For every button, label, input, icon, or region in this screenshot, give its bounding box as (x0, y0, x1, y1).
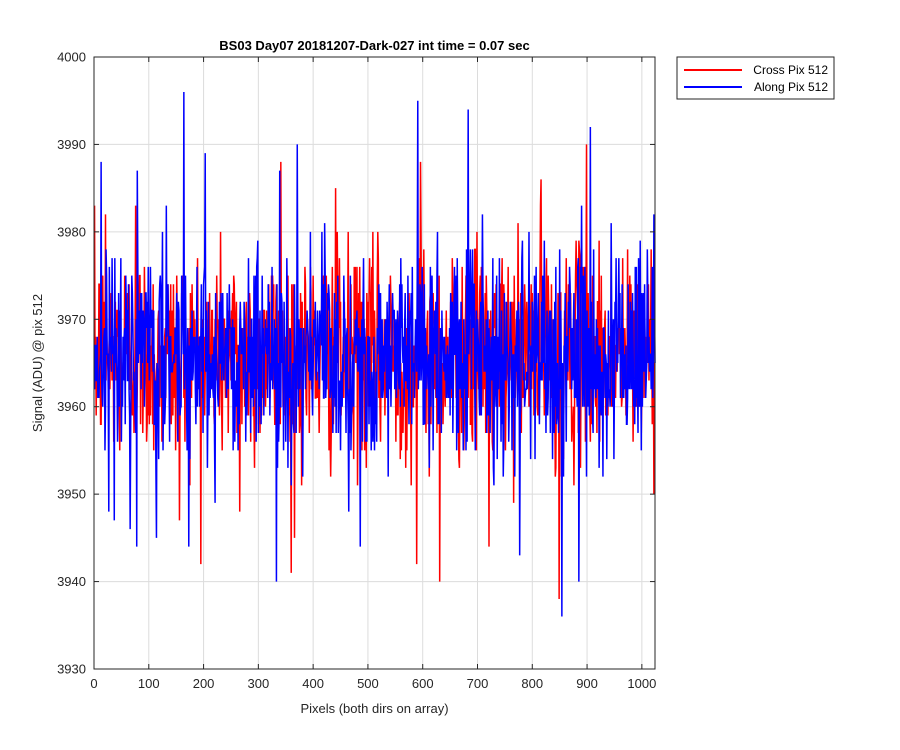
x-tick-label: 600 (412, 676, 434, 691)
x-tick-label: 1000 (627, 676, 656, 691)
legend-label-cross: Cross Pix 512 (753, 63, 828, 77)
x-tick-label: 0 (90, 676, 97, 691)
y-tick-label: 3950 (57, 487, 86, 502)
y-tick-label: 3980 (57, 224, 86, 239)
legend-label-along: Along Pix 512 (754, 80, 828, 94)
x-tick-label: 500 (357, 676, 379, 691)
axis-ticks: 0 100 200 300 400 500 600 700 800 900 1000 3930 3940… (57, 50, 656, 692)
y-tick-label: 3940 (57, 574, 86, 589)
x-tick-label: 200 (193, 676, 215, 691)
chart-title: BS03 Day07 20181207-Dark-027 int time = … (219, 38, 529, 53)
x-tick-label: 800 (521, 676, 543, 691)
legend-box (676, 56, 835, 100)
y-tick-label: 3970 (57, 312, 86, 327)
x-tick-label: 900 (576, 676, 598, 691)
series-line-along-pix-512 (93, 91, 656, 617)
y-tick-label: 3930 (57, 662, 86, 677)
data-series (93, 91, 656, 617)
x-tick-label: 300 (248, 676, 270, 691)
y-tick-label: 3990 (57, 137, 86, 152)
x-axis-label: Pixels (both dirs on array) (300, 701, 448, 716)
x-tick-label: 400 (302, 676, 324, 691)
y-tick-label: 4000 (57, 50, 86, 65)
x-tick-label: 100 (138, 676, 160, 691)
axes-frame (93, 56, 656, 670)
y-tick-label: 3960 (57, 399, 86, 414)
legend: Cross Pix 512 Along Pix 512 (676, 56, 835, 100)
x-tick-label: 700 (467, 676, 489, 691)
y-axis-label: Signal (ADU) @ pix 512 (30, 294, 45, 432)
